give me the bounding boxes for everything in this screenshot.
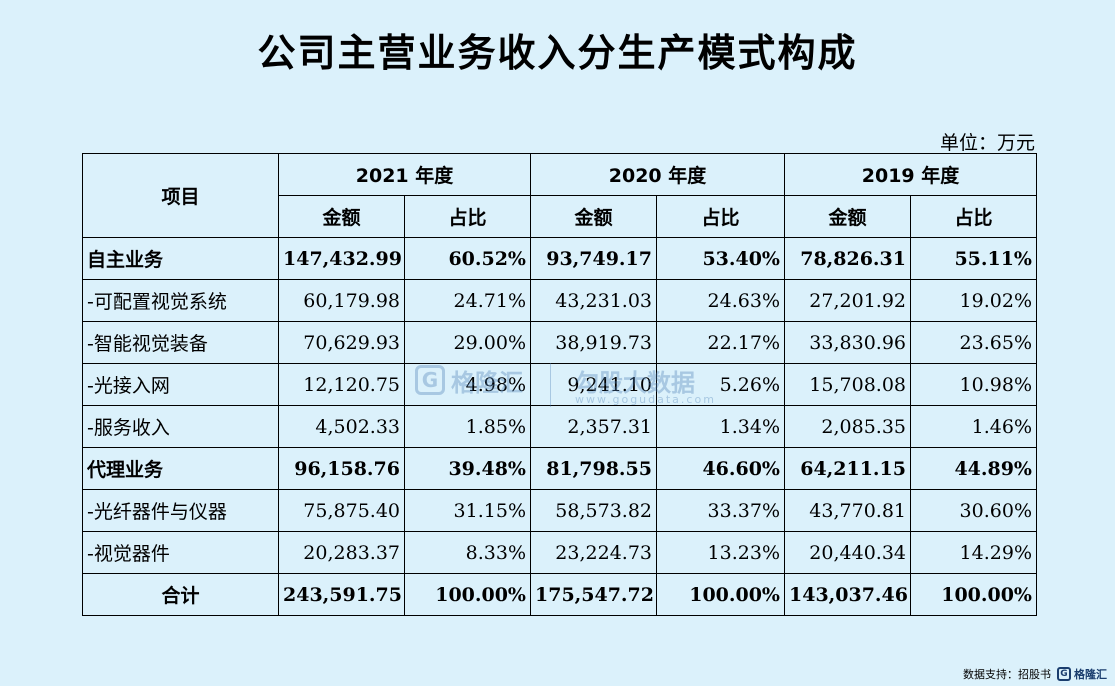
- source-text: 数据支持：招股书: [963, 668, 1051, 681]
- header-year-2019: 2019 年度: [784, 153, 1037, 196]
- ratio-cell: 33.37%: [656, 489, 785, 532]
- amount-cell: 243,591.75: [278, 573, 405, 616]
- header-row-metrics: 金额 占比 金额 占比 金额 占比: [83, 195, 1037, 238]
- row-label: 代理业务: [82, 447, 279, 490]
- amount-cell: 78,826.31: [784, 237, 911, 280]
- amount-cell: 20,440.34: [784, 531, 911, 574]
- amount-cell: 93,749.17: [530, 237, 657, 280]
- ratio-cell: 60.52%: [404, 237, 531, 280]
- header-amount: 金额: [530, 195, 657, 238]
- row-label: -光接入网: [82, 363, 279, 406]
- ratio-cell: 46.60%: [656, 447, 785, 490]
- unit-label: 单位：万元: [939, 132, 1035, 154]
- amount-cell: 64,211.15: [784, 447, 911, 490]
- amount-cell: 43,231.03: [530, 279, 657, 322]
- footer-logo: G 格隆汇: [1057, 666, 1107, 682]
- amount-cell: 96,158.76: [278, 447, 405, 490]
- amount-cell: 27,201.92: [784, 279, 911, 322]
- ratio-cell: 39.48%: [404, 447, 531, 490]
- ratio-cell: 30.60%: [910, 489, 1037, 532]
- ratio-cell: 14.29%: [910, 531, 1037, 574]
- amount-cell: 60,179.98: [278, 279, 405, 322]
- ratio-cell: 22.17%: [656, 321, 785, 364]
- table-row: 合计 243,591.75 100.00% 175,547.72 100.00% 143,…: [82, 573, 1037, 616]
- amount-cell: 4,502.33: [278, 405, 405, 448]
- source-footer: 数据支持：招股书 G 格隆汇: [963, 666, 1107, 682]
- row-label: -智能视觉装备: [82, 321, 279, 364]
- row-label: -服务收入: [82, 405, 279, 448]
- table-row: -视觉器件 20,283.37 8.33% 23,224.73 13.23% 20,440…: [82, 531, 1037, 574]
- ratio-cell: 29.00%: [404, 321, 531, 364]
- footer-logo-icon: G: [1057, 667, 1071, 681]
- amount-cell: 75,875.40: [278, 489, 405, 532]
- ratio-cell: 100.00%: [910, 573, 1037, 616]
- ratio-cell: 1.85%: [404, 405, 531, 448]
- ratio-cell: 100.00%: [656, 573, 785, 616]
- table-row: 代理业务 96,158.76 39.48% 81,798.55 46.60% 64,211…: [82, 447, 1037, 490]
- header-amount: 金额: [784, 195, 911, 238]
- amount-cell: 15,708.08: [784, 363, 911, 406]
- header-ratio: 占比: [404, 195, 531, 238]
- ratio-cell: 8.33%: [404, 531, 531, 574]
- table-row: -光纤器件与仪器 75,875.40 31.15% 58,573.82 33.37% 43…: [82, 489, 1037, 532]
- row-label: -视觉器件: [82, 531, 279, 574]
- table-row: -智能视觉装备 70,629.93 29.00% 38,919.73 22.17% 33,…: [82, 321, 1037, 364]
- header-year-2021: 2021 年度: [278, 153, 531, 196]
- table-row: -光接入网 12,120.75 4.98% 9,241.10 5.26% 15,708.0…: [82, 363, 1037, 406]
- amount-cell: 33,830.96: [784, 321, 911, 364]
- header-row-years: 项目 2021 年度 2020 年度 2019 年度: [82, 153, 1037, 238]
- ratio-cell: 53.40%: [656, 237, 785, 280]
- ratio-cell: 10.98%: [910, 363, 1037, 406]
- ratio-cell: 31.15%: [404, 489, 531, 532]
- ratio-cell: 5.26%: [656, 363, 785, 406]
- header-year-2020: 2020 年度: [530, 153, 785, 196]
- ratio-cell: 1.46%: [910, 405, 1037, 448]
- header-amount: 金额: [278, 195, 405, 238]
- amount-cell: 2,357.31: [530, 405, 657, 448]
- ratio-cell: 1.34%: [656, 405, 785, 448]
- amount-cell: 143,037.46: [784, 573, 911, 616]
- amount-cell: 81,798.55: [530, 447, 657, 490]
- table-row: 自主业务 147,432.99 60.52% 93,749.17 53.40% 78,82…: [82, 237, 1037, 280]
- table-row: -服务收入 4,502.33 1.85% 2,357.31 1.34% 2,085.35 1…: [82, 405, 1037, 448]
- amount-cell: 70,629.93: [278, 321, 405, 364]
- header-item: 项目: [82, 153, 279, 238]
- amount-cell: 23,224.73: [530, 531, 657, 574]
- amount-cell: 147,432.99: [278, 237, 405, 280]
- amount-cell: 9,241.10: [530, 363, 657, 406]
- table-row: -可配置视觉系统 60,179.98 24.71% 43,231.03 24.63% 27…: [82, 279, 1037, 322]
- ratio-cell: 44.89%: [910, 447, 1037, 490]
- ratio-cell: 24.63%: [656, 279, 785, 322]
- amount-cell: 58,573.82: [530, 489, 657, 532]
- row-label: 自主业务: [82, 237, 279, 280]
- amount-cell: 12,120.75: [278, 363, 405, 406]
- ratio-cell: 13.23%: [656, 531, 785, 574]
- ratio-cell: 100.00%: [404, 573, 531, 616]
- amount-cell: 38,919.73: [530, 321, 657, 364]
- ratio-cell: 4.98%: [404, 363, 531, 406]
- page-title: 公司主营业务收入分生产模式构成: [257, 31, 858, 75]
- row-label: -光纤器件与仪器: [82, 489, 279, 532]
- ratio-cell: 23.65%: [910, 321, 1037, 364]
- amount-cell: 20,283.37: [278, 531, 405, 574]
- header-ratio: 占比: [656, 195, 785, 238]
- revenue-table: 项目 2021 年度 2020 年度 2019 年度 金额 占比 金额 占比 金…: [82, 153, 1037, 616]
- ratio-cell: 19.02%: [910, 279, 1037, 322]
- row-label: 合计: [82, 573, 279, 616]
- row-label: -可配置视觉系统: [82, 279, 279, 322]
- footer-logo-text: 格隆汇: [1074, 668, 1107, 681]
- amount-cell: 2,085.35: [784, 405, 911, 448]
- ratio-cell: 55.11%: [910, 237, 1037, 280]
- amount-cell: 43,770.81: [784, 489, 911, 532]
- amount-cell: 175,547.72: [530, 573, 657, 616]
- header-ratio: 占比: [910, 195, 1037, 238]
- ratio-cell: 24.71%: [404, 279, 531, 322]
